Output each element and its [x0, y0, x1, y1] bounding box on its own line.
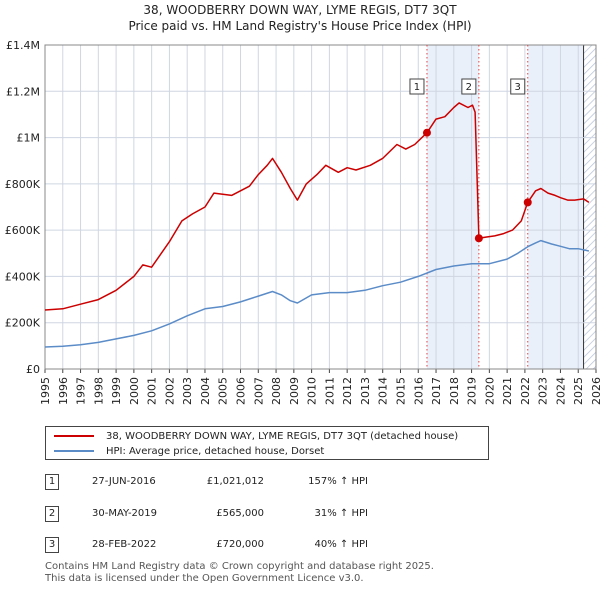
x-tick-label: 2014 [377, 377, 390, 405]
sale-hpi-change: 31% ↑ HPI [314, 508, 368, 519]
sale-badge: 2 [45, 506, 59, 522]
x-tick-label: 1998 [92, 377, 105, 405]
sale-date: 27-JUN-2016 [92, 476, 156, 487]
y-tick-label: £200K [5, 317, 41, 330]
sale-point [422, 128, 431, 137]
sale-date: 30-MAY-2019 [92, 508, 158, 519]
legend-item-hpi: HPI: Average price, detached house, Dors… [54, 444, 324, 458]
y-tick-label: £1M [17, 132, 41, 145]
x-tick-label: 2000 [128, 377, 141, 405]
x-tick-label: 2016 [412, 377, 425, 405]
y-tick-label: £1.2M [6, 85, 40, 98]
x-tick-label: 2020 [483, 377, 496, 405]
sale-hpi-change: 157% ↑ HPI [308, 476, 368, 487]
sale-hpi-change: 40% ↑ HPI [314, 539, 368, 550]
ownership-shade [527, 45, 584, 369]
x-tick-label: 1997 [75, 377, 88, 405]
chart-subtitle: Price paid vs. HM Land Registry's House … [128, 19, 472, 33]
footer-copyright: Contains HM Land Registry data © Crown c… [45, 561, 434, 572]
footer-license: This data is licensed under the Open Gov… [45, 573, 364, 584]
sale-price: £565,000 [216, 508, 264, 519]
legend-swatch-property [54, 435, 94, 437]
sale-number-label: 1 [414, 82, 420, 93]
x-tick-label: 2011 [323, 377, 336, 405]
plot-area [44, 44, 597, 370]
sale-number-box [409, 78, 425, 95]
sale-number-label: 2 [466, 82, 472, 93]
sale-price: £720,000 [216, 539, 264, 550]
sale-point [523, 198, 532, 207]
legend: 38, WOODBERRY DOWN WAY, LYME REGIS, DT7 … [45, 426, 489, 460]
x-tick-label: 2004 [199, 377, 212, 405]
legend-item-property: 38, WOODBERRY DOWN WAY, LYME REGIS, DT7 … [54, 429, 458, 443]
x-tick-label: 2018 [448, 377, 461, 405]
x-tick-label: 1996 [57, 377, 70, 405]
forecast-region [583, 45, 596, 369]
y-tick-label: £600K [5, 224, 41, 237]
x-tick-label: 2026 [590, 377, 600, 405]
price-chart: £0 £200K £400K £600K £800K £1M £1.2M £1.4M 1995 1… [5, 39, 600, 405]
y-tick-label: £1.4M [6, 39, 40, 52]
x-tick-label: 2012 [341, 377, 354, 405]
x-tick-label: 2023 [537, 377, 550, 405]
x-tick-label: 2006 [235, 377, 248, 405]
x-tick-label: 2009 [288, 377, 301, 405]
x-tick-label: 1995 [39, 377, 52, 405]
x-tick-label: 1999 [110, 377, 123, 405]
x-tick-label: 2025 [572, 377, 585, 405]
sale-number-box [510, 78, 526, 95]
x-tick-label: 2005 [217, 377, 230, 405]
x-tick-label: 2013 [359, 377, 372, 405]
x-tick-label: 2010 [306, 377, 319, 405]
sale-number-box [461, 78, 477, 95]
sale-badge: 3 [45, 537, 59, 553]
x-tick-label: 2019 [466, 377, 479, 405]
sale-date: 28-FEB-2022 [92, 539, 157, 550]
chart-title: 38, WOODBERRY DOWN WAY, LYME REGIS, DT7 … [143, 3, 457, 17]
legend-label-hpi: HPI: Average price, detached house, Dors… [106, 445, 325, 457]
x-tick-label: 2017 [430, 377, 443, 405]
x-tick-label: 2015 [394, 377, 407, 405]
x-tick-label: 2022 [519, 377, 532, 405]
sale-number-label: 3 [515, 82, 521, 93]
x-tick-label: 2001 [146, 377, 159, 405]
sale-badge: 1 [45, 474, 59, 490]
sale-price: £1,021,012 [206, 476, 264, 487]
x-tick-label: 2003 [181, 377, 194, 405]
x-tick-label: 2024 [554, 377, 567, 405]
x-tick-label: 2002 [163, 377, 176, 405]
y-tick-label: £800K [5, 178, 41, 191]
sale-point [474, 234, 483, 243]
legend-swatch-hpi [54, 450, 94, 452]
hpi-line [44, 239, 590, 348]
x-tick-label: 2008 [270, 377, 283, 405]
legend-label-property: 38, WOODBERRY DOWN WAY, LYME REGIS, DT7 … [106, 430, 459, 442]
x-tick-label: 2021 [501, 377, 514, 405]
y-tick-label: £400K [5, 270, 41, 283]
x-tick-label: 2007 [252, 377, 265, 405]
y-tick-label: £0 [26, 363, 40, 376]
